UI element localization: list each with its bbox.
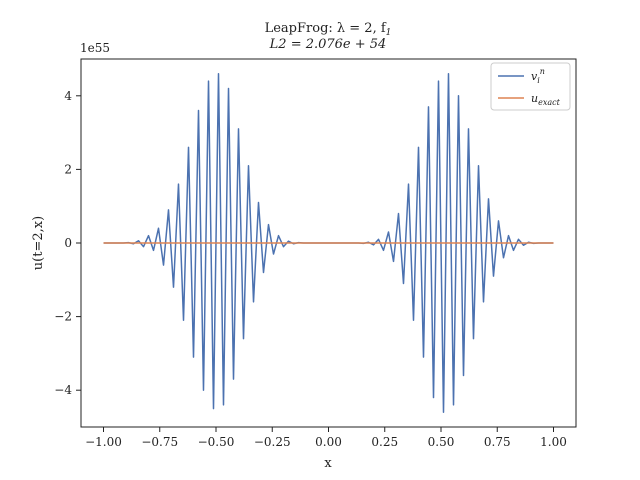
x-tick-label: −1.00 (85, 435, 122, 449)
legend: vin uexact (490, 62, 571, 111)
y-tick-label: −4 (54, 383, 72, 397)
x-tick-label: 0.25 (371, 435, 398, 449)
legend-entry-v: vin (531, 67, 545, 85)
y-tick-label: −2 (54, 310, 72, 324)
x-tick-label: 1.00 (540, 435, 567, 449)
x-tick-label: 0.00 (315, 435, 342, 449)
y-offset-label: 1e55 (80, 41, 110, 55)
x-tick-label: 0.75 (484, 435, 511, 449)
plot-area: −1.00 −0.75 −0.50 −0.25 0.00 0.25 0.50 0.75 1.00… (54, 58, 577, 449)
x-tick-label: −0.50 (198, 435, 235, 449)
x-tick-label: 0.50 (428, 435, 455, 449)
y-tick-label: 0 (64, 236, 72, 250)
y-axis-ticks: −4 −2 0 2 4 (54, 89, 81, 397)
y-tick-label: 2 (64, 162, 72, 176)
y-tick-label: 4 (64, 89, 72, 103)
chart-title-line1: LeapFrog: λ = 2, f1 (265, 21, 392, 38)
x-axis-label: x (324, 456, 332, 471)
chart-title-line2: L2 = 2.076e + 54 (269, 37, 387, 52)
series-layer (103, 72, 554, 414)
x-tick-label: −0.25 (254, 435, 291, 449)
legend-entry-u-exact: uexact (531, 92, 561, 107)
x-tick-label: −0.75 (141, 435, 178, 449)
y-axis-label: u(t=2,x) (31, 216, 46, 270)
x-axis-ticks: −1.00 −0.75 −0.50 −0.25 0.00 0.25 0.50 0.75 1.00 (85, 427, 567, 449)
